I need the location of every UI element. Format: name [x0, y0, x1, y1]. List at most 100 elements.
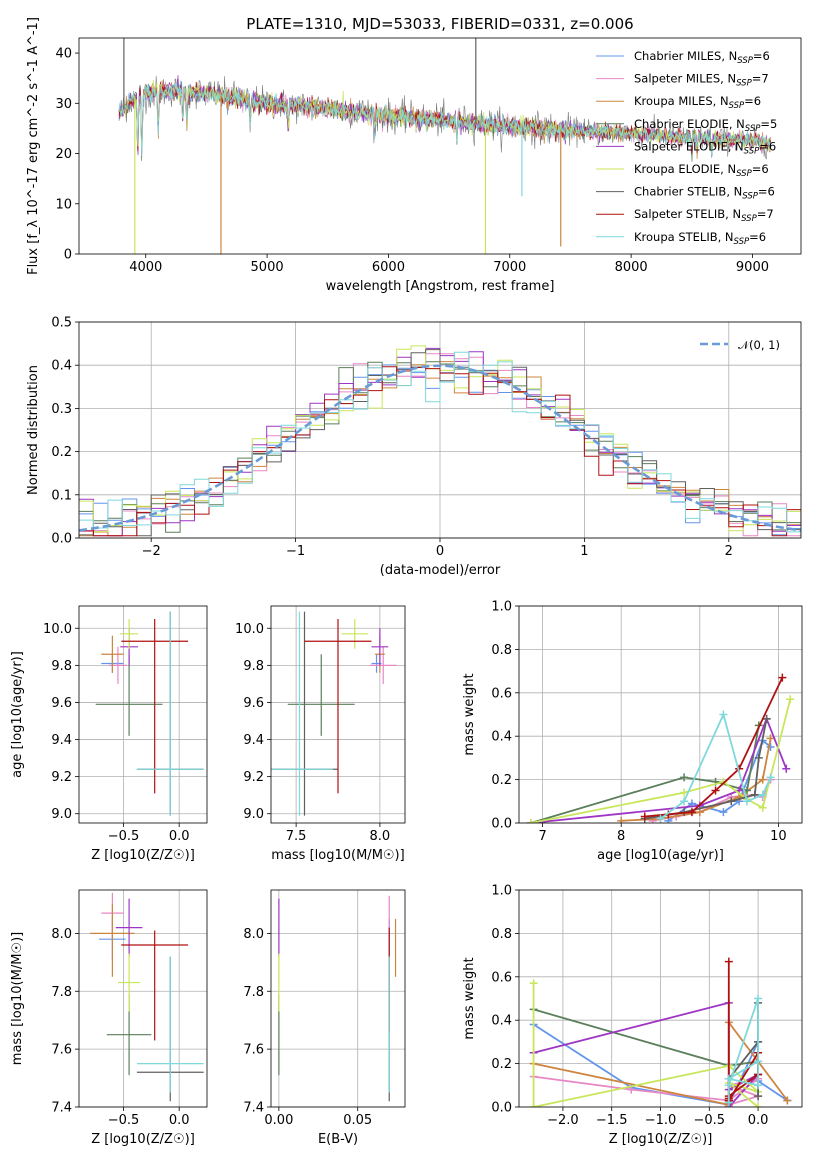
spectrum-series-line [118, 82, 772, 157]
weight_vs_Z-point-marker [754, 1103, 763, 1107]
weight_vs_Z-point-marker [754, 994, 763, 1003]
spectrum-x-tick-label: 6000 [372, 260, 405, 275]
spectrum-legend-label: Kroupa MILES, NSSP=6 [634, 94, 761, 111]
spectrum-y-label: Flux [f_λ 10^-17 erg cm^-2 s^-1 A^-1] [26, 17, 41, 275]
weight_vs_age-point-marker [766, 734, 775, 743]
weight_vs_Z-panel: −2.0 −1.5 −1.0 −0.5 0.0 0.0 0.2 0.4 0.6 0.8 1.0 Z [… [462, 884, 803, 1147]
weight_vs_age-point-marker [526, 819, 535, 823]
weight_vs_age-point-marker [742, 797, 751, 806]
age_vs_mass-x-tick-label: 7.5 [286, 829, 307, 844]
spectrum-legend-label: Salpeter ELODIE, NSSP=6 [634, 139, 776, 156]
weight_vs_age-y-tick-label: 0.0 [491, 817, 512, 832]
age_vs_mass-frame [270, 605, 406, 824]
weight_vs_age-series-line [530, 725, 760, 823]
weight_vs_Z-point-marker [529, 1103, 538, 1107]
weight_vs_age-panel: 7 8 9 10 0.0 0.2 0.4 0.6 0.8 1.0 age [log10(age/yr… [462, 600, 803, 863]
age_vs_mass-y-tick-label: 9.0 [243, 807, 264, 822]
mass_vs_Z-plot-area [90, 892, 204, 1102]
residual_hist-x-tick-label: 2 [725, 544, 733, 559]
mass_vs_ebv-y-tick-label: 7.4 [243, 1101, 264, 1116]
weight_vs_Z-point-marker [754, 1081, 763, 1090]
age_vs_Z-frame [78, 605, 208, 824]
mass_vs_ebv-frame [270, 889, 406, 1108]
age_vs_mass-y-tick-label: 9.2 [243, 770, 264, 785]
mass_vs_Z-x-label: Z [log10(Z/Z☉)] [91, 1132, 195, 1147]
mass_vs_Z-y-tick-label: 8.0 [51, 927, 72, 942]
weight_vs_Z-x-label: Z [log10(Z/Z☉)] [609, 1132, 713, 1147]
weight_vs_age-point-marker [782, 764, 791, 773]
weight_vs_Z-y-tick-label: 0.0 [491, 1101, 512, 1116]
weight_vs_age-point-marker [727, 797, 736, 806]
weight_vs_Z-y-label: mass weight [462, 957, 477, 1039]
mass_vs_ebv-plot-area [278, 895, 397, 1102]
mass_vs_Z-x-tick-label: 0.0 [169, 1113, 190, 1128]
age_vs_Z-plot-area [95, 611, 204, 816]
weight_vs_age-y-tick-label: 1.0 [491, 600, 512, 615]
mass_vs_ebv-x-tick-label: 0.00 [264, 1113, 293, 1128]
weight_vs_age-x-tick-label: 8 [617, 829, 625, 844]
weight_vs_age-y-tick-label: 0.4 [491, 730, 512, 745]
weight_vs_age-series-line [530, 699, 792, 823]
age_vs_mass-y-tick-label: 10.0 [235, 622, 264, 637]
mass_vs_ebv-x-label: E(B-V) [318, 1132, 358, 1147]
age_vs_Z-y-tick-label: 9.2 [51, 770, 72, 785]
age_vs_Z-y-tick-label: 9.0 [51, 807, 72, 822]
weight_vs_age-point-marker [758, 803, 767, 812]
weight_vs_Z-x-tick-label: −2.0 [547, 1113, 579, 1128]
plots-layer: 4000 5000 6000 7000 8000 9000010203040wavelen… [10, 17, 803, 1147]
residual_hist-frame [78, 321, 802, 539]
weight_vs_age-point-marker [766, 773, 775, 782]
figure-title: PLATE=1310, MJD=53033, FIBERID=0331, z=0… [246, 15, 633, 33]
weight_vs_age-y-label: mass weight [462, 673, 477, 755]
spectrum-y-tick-label: 20 [55, 147, 72, 162]
gaussian-curve [79, 364, 801, 532]
age_vs_Z-x-label: Z [log10(Z/Z☉)] [91, 848, 195, 863]
weight_vs_Z-point-marker [529, 979, 538, 988]
weight_vs_age-point-marker [640, 812, 649, 821]
spectrum-plot-area [118, 38, 772, 254]
age_vs_mass-y-tick-label: 9.6 [243, 696, 264, 711]
mass_vs_Z-y-label: mass [log10(M/M☉)] [10, 932, 25, 1065]
weight_vs_age-series-line [530, 716, 788, 823]
mass_vs_Z-y-tick-label: 7.6 [51, 1043, 72, 1058]
weight_vs_Z-series-line [532, 983, 759, 1107]
spectrum-frame [78, 37, 802, 255]
weight_vs_Z-y-tick-label: 0.8 [491, 927, 512, 942]
gaussian-legend-label: 𝒩(0, 1) [738, 338, 780, 352]
weight_vs_Z-x-tick-label: −1.5 [596, 1113, 628, 1128]
spectrum-legend-label: Chabrier ELODIE, NSSP=5 [634, 117, 777, 134]
weight_vs_Z-y-tick-label: 0.2 [491, 1057, 512, 1072]
mass_vs_ebv-y-tick-label: 7.8 [243, 985, 264, 1000]
residual_hist-y-label: Normed distribution [26, 365, 41, 495]
residual_hist-x-tick-label: 0 [436, 544, 444, 559]
weight_vs_age-point-marker [758, 790, 767, 799]
age_vs_Z-y-tick-label: 9.4 [51, 733, 72, 748]
spectrum-legend-label: Kroupa ELODIE, NSSP=6 [634, 162, 769, 179]
weight_vs_Z-series-line [533, 1023, 788, 1106]
weight_vs_age-point-marker [719, 808, 728, 817]
weight_vs_age-point-marker [680, 788, 689, 797]
weight_vs_age-point-marker [778, 673, 787, 682]
age_vs_mass-plot-area [271, 611, 397, 816]
residual-histogram-line [79, 351, 801, 535]
mass_vs_Z-panel: −0.5 0.0 7.4 7.6 7.8 8.0 Z [log10(Z/Z☉)] mass [… [10, 889, 208, 1147]
mass_vs_ebv-x-tick-label: 0.05 [343, 1113, 372, 1128]
weight_vs_Z-point-marker [754, 1092, 763, 1101]
age_vs_mass-panel: 7.5 8.0 9.0 9.2 9.4 9.6 9.8 10.0 mass [log10(M/M… [235, 605, 406, 863]
weight_vs_age-point-marker [617, 816, 626, 823]
residual_hist-y-tick-label: 0.4 [51, 359, 72, 374]
spectrum-x-tick-label: 8000 [615, 260, 648, 275]
weight_vs_age-point-marker [786, 695, 795, 704]
weight_vs_age-x-label: age [log10(age/yr)] [597, 848, 724, 863]
weight_vs_Z-point-marker [724, 1074, 733, 1083]
spectrum-legend-label: Salpeter STELIB, NSSP=7 [634, 207, 774, 224]
spectrum-legend-label: Kroupa STELIB, NSSP=6 [634, 230, 766, 247]
spectrum-legend-label: Chabrier MILES, NSSP=6 [634, 49, 770, 66]
mass_vs_ebv-y-tick-label: 7.6 [243, 1043, 264, 1058]
weight_vs_Z-x-tick-label: 0.0 [748, 1113, 769, 1128]
age_vs_Z-x-tick-label: 0.0 [169, 829, 190, 844]
weight_vs_Z-point-marker [754, 1057, 763, 1066]
residual_hist-y-tick-label: 0.1 [51, 488, 72, 503]
weight_vs_Z-point-marker [724, 957, 733, 966]
